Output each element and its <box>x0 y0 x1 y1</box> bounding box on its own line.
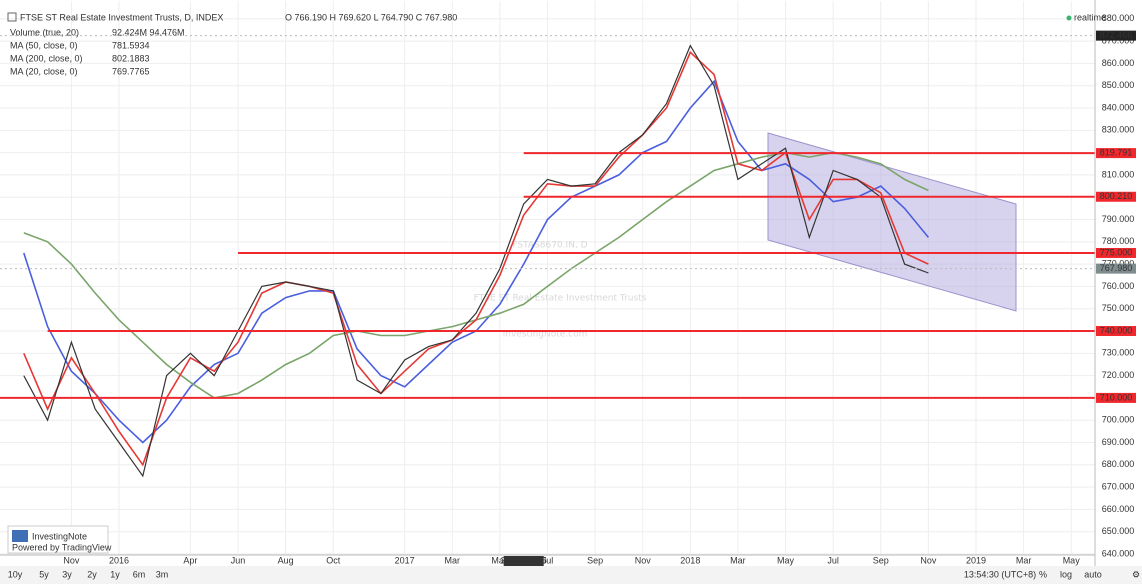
x-tick-label: Jul <box>542 555 554 565</box>
toolbar <box>0 566 1142 584</box>
level-label: 710.000 <box>1100 392 1133 402</box>
x-tick-label: 2017 <box>395 555 415 565</box>
legend-entry: MA (200, close, 0) <box>10 53 83 63</box>
y-tick-label: 700.000 <box>1102 415 1135 425</box>
x-tick-label: May <box>491 555 509 565</box>
y-tick-label: 770.000 <box>1102 258 1135 268</box>
clock: 13:54:30 (UTC+8) <box>964 569 1036 579</box>
scale-option[interactable]: log <box>1060 569 1072 579</box>
x-tick-label: Nov <box>63 555 80 565</box>
legend-value: 769.7765 <box>112 66 150 76</box>
legend-entry: MA (50, close, 0) <box>10 40 78 50</box>
y-tick-label: 780.000 <box>1102 236 1135 246</box>
watermark: InvestingNote.com <box>503 330 588 340</box>
indicator-value: 92.424M 94.476M <box>112 27 185 37</box>
range-button[interactable]: 5y <box>39 569 49 579</box>
range-button[interactable]: 2y <box>87 569 97 579</box>
price-label-box <box>1096 30 1136 41</box>
y-tick-label: 760.000 <box>1102 281 1135 291</box>
watermark: FSTAS8670.IN, D <box>512 241 587 251</box>
title: FTSE ST Real Estate Investment Trusts, D… <box>20 12 223 22</box>
y-tick-label: 840.000 <box>1102 102 1135 112</box>
logo-powered: Powered by TradingView <box>12 542 112 552</box>
x-tick-label: Oct <box>326 555 341 565</box>
level-label-box <box>1096 247 1136 258</box>
x-tick-label: 2018 <box>680 555 700 565</box>
range-button[interactable]: 3m <box>156 569 169 579</box>
collapse-icon[interactable] <box>7 12 17 22</box>
logo-icon <box>12 530 28 542</box>
x-tick-label: Nov <box>635 555 652 565</box>
level-label-box <box>1096 191 1136 202</box>
level-label: 819.791 <box>1100 147 1133 157</box>
logo: InvestingNote Powered by TradingView <box>7 525 112 554</box>
level-label: 800.210 <box>1100 191 1133 201</box>
y-tick-label: 810.000 <box>1102 169 1135 179</box>
x-tick-label: Jul <box>827 555 839 565</box>
x-tick-label: Sep <box>873 555 889 565</box>
y-tick-label: 860.000 <box>1102 58 1135 68</box>
ma-line <box>23 50 929 467</box>
level-label-box <box>1096 326 1136 337</box>
x-tick-label: May <box>777 555 795 565</box>
x-tick-label: Jun <box>231 555 246 565</box>
y-tick-label: 720.000 <box>1102 370 1135 380</box>
y-tick-label: 730.000 <box>1102 348 1135 358</box>
y-tick-label: 850.000 <box>1102 80 1135 90</box>
y-tick-label: 790.000 <box>1102 214 1135 224</box>
x-tick-label: Apr <box>183 555 197 565</box>
y-tick-label: 880.000 <box>1102 13 1135 23</box>
indicator-label: Volume (true, 20) <box>10 27 79 37</box>
x-tick-label: Mar <box>1016 555 1032 565</box>
legend-value: 781.5934 <box>112 40 150 50</box>
logo-name: InvestingNote <box>32 531 87 541</box>
crosshair-box <box>503 556 544 566</box>
x-tick-label: May <box>1063 555 1081 565</box>
y-tick-label: 690.000 <box>1102 437 1135 447</box>
y-tick-label: 830.000 <box>1102 125 1135 135</box>
y-tick-label: 650.000 <box>1102 526 1135 536</box>
range-button[interactable]: 6m <box>133 569 146 579</box>
price-label: 767.980 <box>1100 263 1133 273</box>
price-label: 872.466 <box>1100 30 1133 40</box>
crosshair-label: 2017-06-05 <box>501 555 547 565</box>
range-button[interactable]: 3y <box>62 569 72 579</box>
status-dot <box>1066 15 1072 21</box>
y-tick-label: 640.000 <box>1102 548 1135 558</box>
ohlc: O 766.190 H 769.620 L 764.790 C 767.980 <box>285 12 457 22</box>
level-label: 775.000 <box>1100 247 1133 257</box>
level-label-box <box>1096 148 1136 159</box>
legend-entry: MA (20, close, 0) <box>10 66 78 76</box>
x-tick-label: 2016 <box>109 555 129 565</box>
legend-value: 802.1883 <box>112 53 150 63</box>
status: realtime <box>1074 12 1106 22</box>
x-tick-label: 2019 <box>966 555 986 565</box>
x-tick-label: Aug <box>278 555 294 565</box>
x-tick-label: Nov <box>920 555 937 565</box>
level-label-box <box>1096 392 1136 403</box>
y-tick-label: 660.000 <box>1102 504 1135 514</box>
header: FTSE ST Real Estate Investment Trusts, D… <box>7 12 1106 37</box>
x-tick-label: Sep <box>587 555 603 565</box>
range-button[interactable]: 10y <box>8 569 23 579</box>
y-tick-label: 670.000 <box>1102 481 1135 491</box>
level-label: 740.000 <box>1100 325 1133 335</box>
price-axis <box>1095 0 1142 566</box>
scale-option[interactable]: % <box>1039 569 1047 579</box>
y-tick-label: 750.000 <box>1102 303 1135 313</box>
scale-option[interactable]: auto <box>1084 569 1102 579</box>
x-tick-label: Mar <box>445 555 461 565</box>
settings-icon[interactable]: ⚙ <box>1132 569 1140 579</box>
y-tick-label: 680.000 <box>1102 459 1135 469</box>
watermark: FTSE ST Real Estate Investment Trusts <box>474 294 647 304</box>
range-button[interactable]: 1y <box>110 569 120 579</box>
price-label-box <box>1096 263 1136 274</box>
x-tick-label: Mar <box>730 555 746 565</box>
